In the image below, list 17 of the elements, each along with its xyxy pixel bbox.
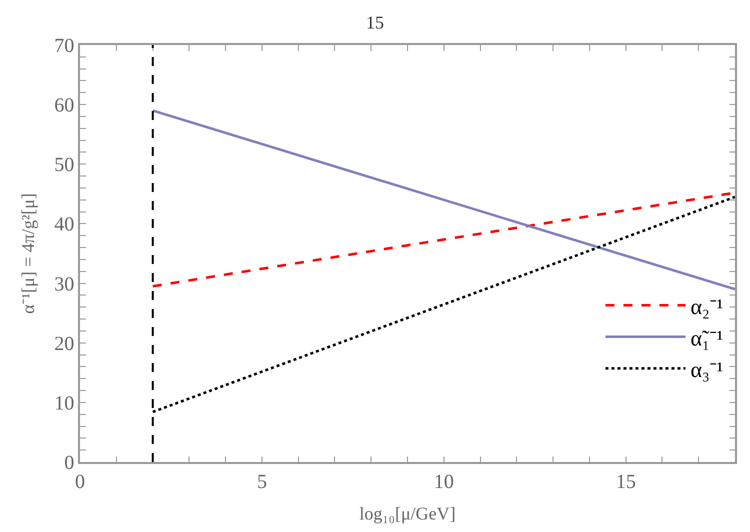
y-tick-label: 10 — [54, 392, 74, 414]
legend-label: α̃₁⁻¹ — [690, 325, 724, 350]
x-tick-label: 15 — [616, 470, 636, 493]
y-tick-label: 30 — [54, 273, 74, 296]
x-tick-label: 10 — [434, 470, 454, 493]
y-axis-title: α⁻¹[μ] = 4π/g²[μ] — [18, 193, 38, 314]
y-tick-label: 50 — [54, 154, 74, 176]
y-tick-label: 40 — [54, 214, 74, 236]
y-tick-label: 20 — [54, 332, 74, 355]
y-tick-label: 60 — [54, 94, 74, 117]
y-tick-label: 0 — [64, 452, 74, 474]
x-tick-label: 5 — [256, 470, 267, 493]
legend-label: α₃⁻¹ — [690, 356, 724, 382]
y-tick-label: 70 — [54, 35, 74, 57]
chart-title: 15 — [366, 12, 384, 33]
legend-label: α₂⁻¹ — [690, 294, 724, 319]
x-axis-title: log₁₀[μ/GeV] — [359, 503, 456, 524]
